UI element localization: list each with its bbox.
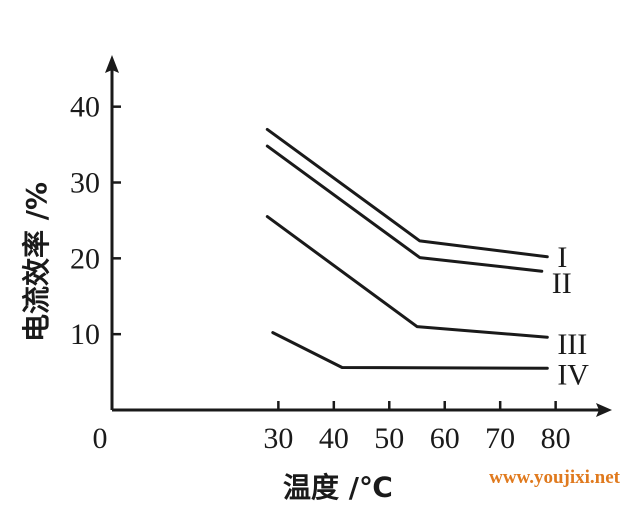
series-label-III: III xyxy=(557,328,587,361)
x-tick-label-30: 30 xyxy=(263,422,293,455)
x-tick-label-80: 80 xyxy=(541,422,571,455)
y-axis-arrow xyxy=(105,55,119,73)
series-lines xyxy=(265,127,549,370)
y-tick-label-40: 40 xyxy=(70,91,100,124)
tick-labels: 30 40 50 60 70 80 10 20 30 40 xyxy=(70,91,571,455)
series-line-III xyxy=(265,215,549,339)
series-line-II xyxy=(265,144,544,273)
y-tick-label-30: 30 xyxy=(70,167,100,200)
x-axis-arrow xyxy=(596,403,612,417)
watermark-text: www.youjixi.net xyxy=(489,467,621,488)
series-label-I: I xyxy=(557,241,567,274)
x-axis-title: 温度 /℃ xyxy=(283,471,393,504)
y-axis-title: 电流效率 /% xyxy=(20,182,53,342)
series-label-II: II xyxy=(552,267,572,300)
series-label-IV: IV xyxy=(557,358,589,391)
tick-marks xyxy=(112,105,557,410)
x-tick-label-70: 70 xyxy=(485,422,515,455)
x-tick-label-40: 40 xyxy=(319,422,349,455)
y-tick-label-20: 20 xyxy=(70,242,100,275)
origin-label: 0 xyxy=(93,422,108,455)
series-line-IV xyxy=(271,331,549,370)
y-tick-label-10: 10 xyxy=(70,318,100,351)
x-tick-label-50: 50 xyxy=(374,422,404,455)
series-line-I xyxy=(265,127,549,259)
x-tick-label-60: 60 xyxy=(430,422,460,455)
